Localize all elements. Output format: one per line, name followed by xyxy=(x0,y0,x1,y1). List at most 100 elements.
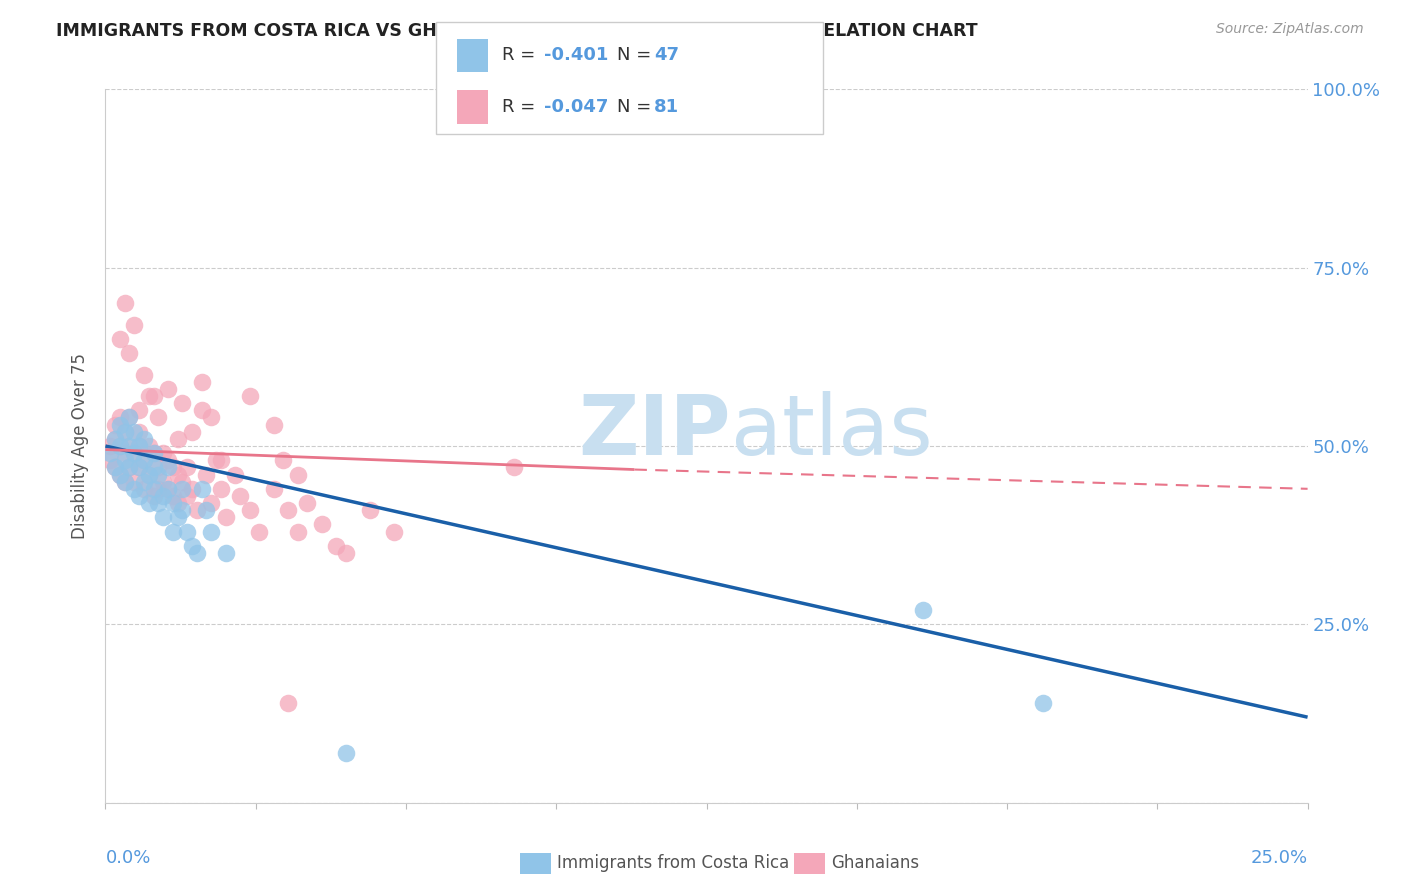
Text: 0.0%: 0.0% xyxy=(105,849,150,867)
Point xyxy=(214,546,236,560)
Point xyxy=(311,517,333,532)
Point xyxy=(132,453,155,467)
Point xyxy=(200,410,222,425)
Point xyxy=(108,467,131,482)
Point xyxy=(263,482,285,496)
Point xyxy=(142,446,165,460)
Point xyxy=(190,375,212,389)
Point xyxy=(108,332,131,346)
Point xyxy=(152,489,174,503)
Point xyxy=(142,389,165,403)
Point xyxy=(239,503,262,517)
Point xyxy=(148,482,170,496)
Point xyxy=(287,467,309,482)
Point xyxy=(325,539,347,553)
Point xyxy=(114,425,136,439)
Point xyxy=(148,467,170,482)
Point xyxy=(162,496,184,510)
Point xyxy=(172,475,194,489)
Point xyxy=(118,460,141,475)
Point xyxy=(172,396,194,410)
Point xyxy=(108,417,131,432)
Point xyxy=(132,453,155,467)
Y-axis label: Disability Age Over 75: Disability Age Over 75 xyxy=(72,353,90,539)
Point xyxy=(114,475,136,489)
Point xyxy=(114,446,136,460)
Point xyxy=(148,460,170,475)
Point xyxy=(124,446,146,460)
Point xyxy=(152,446,174,460)
Point xyxy=(124,318,146,332)
Point xyxy=(1032,696,1054,710)
Text: Immigrants from Costa Rica: Immigrants from Costa Rica xyxy=(557,855,789,872)
Text: -0.047: -0.047 xyxy=(544,98,609,116)
Point xyxy=(335,746,357,760)
Point xyxy=(108,439,131,453)
Point xyxy=(186,546,208,560)
Text: N =: N = xyxy=(617,46,657,64)
Point xyxy=(118,460,141,475)
Point xyxy=(156,482,179,496)
Point xyxy=(166,496,188,510)
Point xyxy=(128,425,150,439)
Text: R =: R = xyxy=(502,98,541,116)
Point xyxy=(114,475,136,489)
Point xyxy=(229,489,252,503)
Point xyxy=(195,467,218,482)
Point xyxy=(166,467,188,482)
Point xyxy=(911,603,934,617)
Point xyxy=(128,489,150,503)
Point xyxy=(181,482,204,496)
Point xyxy=(209,453,232,467)
Point xyxy=(108,439,131,453)
Point xyxy=(200,496,222,510)
Point xyxy=(118,346,141,360)
Point xyxy=(118,439,141,453)
Point xyxy=(128,439,150,453)
Point xyxy=(359,503,381,517)
Point xyxy=(162,489,184,503)
Point xyxy=(181,539,204,553)
Point xyxy=(239,389,262,403)
Point xyxy=(186,503,208,517)
Text: Ghanaians: Ghanaians xyxy=(831,855,920,872)
Point xyxy=(138,389,160,403)
Text: -0.401: -0.401 xyxy=(544,46,609,64)
Point xyxy=(142,460,165,475)
Text: 47: 47 xyxy=(654,46,679,64)
Point xyxy=(98,446,121,460)
Point xyxy=(209,482,232,496)
Point xyxy=(104,417,127,432)
Point xyxy=(114,296,136,310)
Point xyxy=(114,453,136,467)
Text: Source: ZipAtlas.com: Source: ZipAtlas.com xyxy=(1216,22,1364,37)
Point xyxy=(195,503,218,517)
Point xyxy=(166,432,188,446)
Point xyxy=(335,546,357,560)
Point xyxy=(382,524,405,539)
Point xyxy=(132,475,155,489)
Point xyxy=(104,460,127,475)
Point xyxy=(162,524,184,539)
Text: atlas: atlas xyxy=(731,392,932,472)
Point xyxy=(287,524,309,539)
Point xyxy=(108,410,131,425)
Text: N =: N = xyxy=(617,98,657,116)
Point xyxy=(148,410,170,425)
Point xyxy=(277,696,299,710)
Point xyxy=(138,439,160,453)
Point xyxy=(142,489,165,503)
Point xyxy=(190,403,212,417)
Point xyxy=(190,482,212,496)
Point xyxy=(172,482,194,496)
Point xyxy=(152,510,174,524)
Point xyxy=(128,439,150,453)
Point xyxy=(124,475,146,489)
Point xyxy=(297,496,319,510)
Point xyxy=(166,510,188,524)
Point xyxy=(132,482,155,496)
Point xyxy=(124,425,146,439)
Point xyxy=(104,432,127,446)
Point xyxy=(118,410,141,425)
Text: IMMIGRANTS FROM COSTA RICA VS GHANAIAN DISABILITY AGE OVER 75 CORRELATION CHART: IMMIGRANTS FROM COSTA RICA VS GHANAIAN D… xyxy=(56,22,977,40)
